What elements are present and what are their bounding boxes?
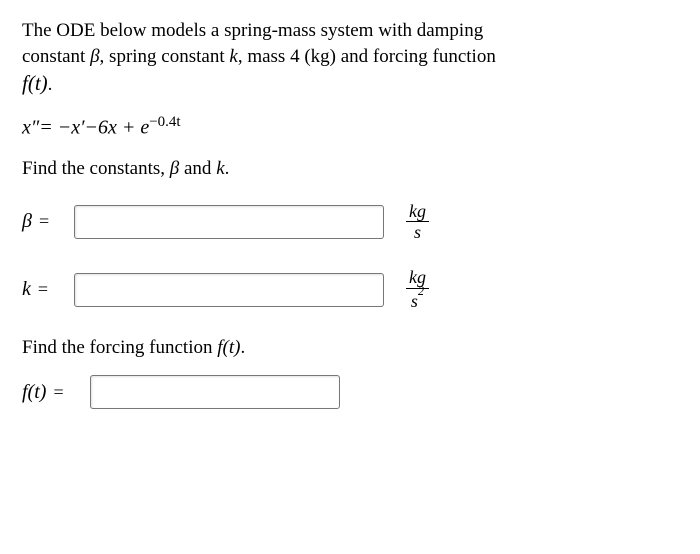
k-unit: kg s2 xyxy=(406,268,429,311)
k-input[interactable] xyxy=(74,273,384,307)
symbol-ft: f(t) xyxy=(22,71,48,95)
text-period: . xyxy=(48,74,53,95)
eq-rhs-pre: = −x′−6x + e xyxy=(39,117,149,139)
beta-unit-num: kg xyxy=(406,202,429,223)
text-line2-mid1: , spring constant xyxy=(100,46,230,67)
instr2-ft: f(t) xyxy=(217,337,240,358)
k-label-sym: k xyxy=(22,278,31,300)
instr2-end: . xyxy=(240,337,245,358)
text-line2-pre: constant xyxy=(22,46,90,67)
ft-label: f(t) = xyxy=(22,381,82,404)
ode-equation: x″= −x′−6x + e−0.4t xyxy=(22,114,678,140)
beta-eq: = xyxy=(37,211,51,231)
instruction-constants: Find the constants, β and k. xyxy=(22,158,678,180)
k-unit-den-base: s xyxy=(411,291,418,311)
k-label: k = xyxy=(22,278,66,301)
symbol-beta: β xyxy=(90,46,99,67)
problem-statement: The ODE below models a spring-mass syste… xyxy=(22,18,678,98)
ft-input[interactable] xyxy=(90,375,340,409)
instruction-forcing: Find the forcing function f(t). xyxy=(22,337,678,359)
k-unit-den: s2 xyxy=(411,289,424,311)
beta-label-sym: β xyxy=(22,210,32,232)
beta-label: β = xyxy=(22,210,66,233)
beta-unit: kg s xyxy=(406,202,429,243)
answer-row-beta: β = kg s xyxy=(22,202,678,243)
text-line2-mid2: , mass 4 (kg) and forcing function xyxy=(238,46,496,67)
answer-row-k: k = kg s2 xyxy=(22,268,678,311)
answer-row-ft: f(t) = xyxy=(22,375,678,409)
instr1-end: . xyxy=(225,158,230,179)
beta-unit-den: s xyxy=(414,222,421,242)
eq-lhs: x″ xyxy=(22,117,39,139)
text-line1: The ODE below models a spring-mass syste… xyxy=(22,20,483,41)
instr1-k: k xyxy=(216,158,224,179)
instr1-pre: Find the constants, xyxy=(22,158,170,179)
instr1-beta: β xyxy=(170,158,179,179)
ft-label-sym: f(t) xyxy=(22,381,46,403)
beta-input[interactable] xyxy=(74,205,384,239)
symbol-k: k xyxy=(229,46,237,67)
k-eq: = xyxy=(36,279,50,299)
k-unit-den-sup: 2 xyxy=(418,284,424,298)
instr1-mid: and xyxy=(179,158,216,179)
eq-exponent: −0.4t xyxy=(149,114,180,130)
ft-eq: = xyxy=(51,382,65,402)
instr2-pre: Find the forcing function xyxy=(22,337,217,358)
